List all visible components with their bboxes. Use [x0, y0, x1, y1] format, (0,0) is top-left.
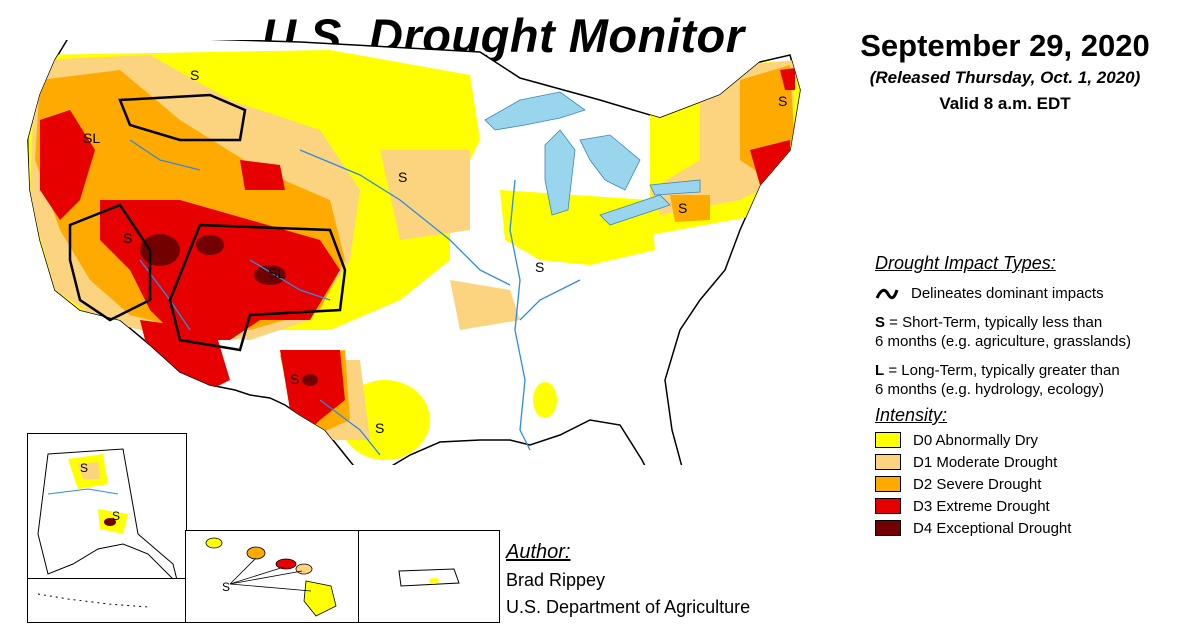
short-term-abbr: S [875, 314, 886, 331]
impact-label-sl: SL [83, 130, 100, 146]
intensity-row: D1 Moderate Drought [875, 451, 1175, 473]
author-name: Brad Rippey [506, 570, 606, 590]
impact-label-s: S [80, 461, 88, 475]
intensity-label: D0 Abnormally Dry [913, 431, 1039, 449]
intensity-swatch [875, 432, 901, 448]
impact-label-s: S [535, 259, 544, 275]
map-date: September 29, 2020 [860, 28, 1150, 63]
intensity-swatch [875, 520, 901, 536]
short-term-entry: S = Short-Term, typically less than 6 mo… [875, 313, 1175, 351]
long-term-abbr: L [875, 362, 885, 379]
intensity-heading: Intensity: [875, 405, 948, 425]
impact-delineation-row: Delineates dominant impacts [875, 284, 1175, 303]
intensity-row: D2 Severe Drought [875, 473, 1175, 495]
impact-label-s: S [222, 580, 230, 594]
intensity-label: D2 Severe Drought [913, 475, 1042, 493]
long-term-desc-2: 6 months (e.g. hydrology, ecology) [875, 381, 1105, 398]
author-block: Author: Brad Rippey U.S. Department of A… [506, 541, 750, 618]
aleutians-inset [27, 578, 187, 623]
release-date: (Released Thursday, Oct. 1, 2020) [869, 68, 1141, 87]
conus-drought-map: S SL S SL S S S S S S [27, 40, 801, 465]
short-term-desc-2: 6 months (e.g. agriculture, grasslands) [875, 333, 1131, 350]
short-term-desc-1: = Short-Term, typically less than [885, 314, 1103, 331]
impact-label-s: S [778, 93, 787, 109]
valid-time: Valid 8 a.m. EDT [939, 94, 1071, 113]
great-lakes [484, 91, 701, 226]
impact-label-s: S [190, 67, 199, 83]
impact-boundaries [68, 93, 347, 352]
impact-label-s: S [398, 169, 407, 185]
impact-label-s: S [375, 420, 384, 436]
author-heading: Author: [506, 541, 571, 563]
long-term-entry: L = Long-Term, typically greater than 6 … [875, 361, 1175, 399]
puerto-rico-inset [358, 530, 500, 623]
impact-label-s: S [290, 371, 299, 387]
impact-label-s: S [123, 230, 132, 246]
impact-label-sl: SL [268, 265, 285, 281]
intensity-row: D4 Exceptional Drought [875, 517, 1175, 539]
intensity-row: D3 Extreme Drought [875, 495, 1175, 517]
rivers [129, 139, 581, 456]
impact-label-s: S [678, 200, 687, 216]
intensity-label: D1 Moderate Drought [913, 453, 1058, 471]
intensity-label: D3 Extreme Drought [913, 497, 1050, 515]
author-org: U.S. Department of Agriculture [506, 597, 751, 617]
hawaii-inset: S [185, 530, 360, 623]
intensity-swatch [875, 476, 901, 492]
long-term-desc-1: = Long-Term, typically greater than [884, 362, 1120, 379]
legend: Drought Impact Types: Delineates dominan… [875, 253, 1175, 539]
intensity-swatch [875, 454, 901, 470]
intensity-row: D0 Abnormally Dry [875, 429, 1175, 451]
impact-label-s: S [112, 509, 120, 523]
delineation-line-icon [875, 288, 899, 299]
date-block: September 29, 2020 (Released Thursday, O… [830, 28, 1180, 114]
intensity-swatch [875, 498, 901, 514]
delineation-label: Delineates dominant impacts [911, 285, 1104, 302]
intensity-list: D0 Abnormally Dry D1 Moderate Drought D2 S… [875, 429, 1175, 539]
intensity-label: D4 Exceptional Drought [913, 519, 1072, 537]
impact-types-heading: Drought Impact Types: [875, 253, 1056, 273]
